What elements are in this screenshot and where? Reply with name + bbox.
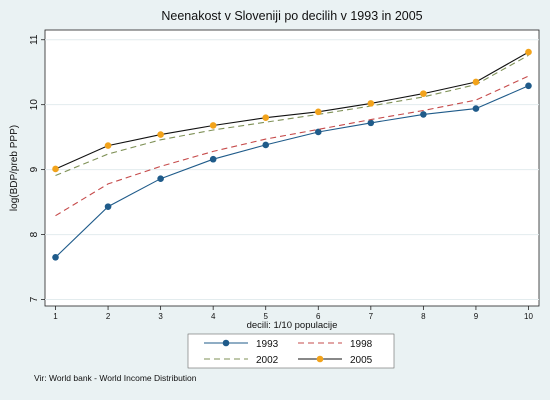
data-point-1993 [367, 119, 375, 127]
legend-label-2005: 2005 [350, 355, 373, 366]
x-tick-label: 10 [524, 312, 533, 321]
source-note: Vir: World bank - World Income Distribut… [34, 373, 197, 383]
legend-box [187, 333, 395, 369]
y-tick-label: 11 [29, 34, 40, 45]
x-tick-label: 9 [474, 312, 479, 321]
data-point-1993 [314, 128, 322, 136]
data-point-1993 [209, 155, 217, 163]
data-point-1993 [262, 141, 270, 149]
x-tick-label: 7 [369, 312, 374, 321]
data-point-1993 [104, 203, 112, 210]
y-axis-label: log(BDP/preb PPP) [9, 125, 20, 211]
series-line-2005 [55, 51, 529, 170]
x-tick-label: 3 [158, 312, 163, 321]
data-point-1993 [52, 253, 59, 261]
series-line-2002 [55, 54, 529, 177]
legend-label-1993: 1993 [256, 339, 279, 350]
x-tick-label: 6 [316, 312, 321, 321]
series-lines [52, 48, 532, 261]
legend: 1993 1998 2002 2005 [204, 339, 373, 366]
x-tick-label: 2 [106, 312, 111, 321]
y-tick-label: 9 [29, 166, 40, 172]
series-line-1993 [55, 85, 529, 258]
x-axis-label: decili: 1/10 populacije [247, 320, 338, 331]
plot-area [44, 29, 540, 307]
legend-marker-1993 [222, 339, 230, 347]
y-tick-label: 8 [29, 231, 40, 237]
data-point-2005 [314, 108, 322, 116]
x-tick-label: 1 [53, 312, 58, 321]
chart-title: Neenakost v Sloveniji po decilih v 1993 … [161, 9, 422, 23]
gridlines [45, 39, 539, 301]
data-point-1993 [157, 175, 164, 183]
data-point-2005 [472, 78, 480, 86]
data-point-2005 [525, 48, 532, 56]
legend-marker-2005 [316, 355, 324, 363]
data-point-2005 [52, 165, 59, 173]
y-tick-label: 7 [29, 296, 40, 302]
legend-label-1998: 1998 [350, 339, 373, 350]
y-tick-label: 10 [29, 99, 40, 111]
data-point-2005 [367, 100, 375, 107]
data-point-1993 [525, 82, 532, 90]
x-tick-label: 5 [263, 312, 268, 321]
legend-label-2002: 2002 [256, 355, 279, 366]
data-point-2005 [157, 131, 164, 138]
x-tick-label: 4 [211, 312, 216, 321]
data-point-2005 [420, 90, 427, 97]
data-point-1993 [420, 111, 427, 118]
data-point-2005 [209, 122, 217, 129]
data-point-2005 [104, 142, 112, 149]
data-point-2005 [262, 114, 270, 121]
x-tick-label: 8 [421, 312, 426, 321]
series-line-1998 [55, 75, 529, 217]
data-point-1993 [472, 105, 480, 112]
